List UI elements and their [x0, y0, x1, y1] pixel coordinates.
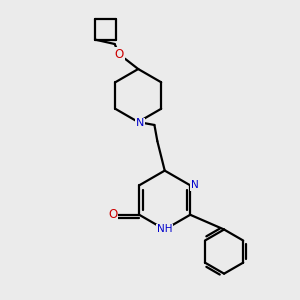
Text: O: O — [108, 208, 117, 221]
Text: NH: NH — [157, 224, 172, 235]
Text: O: O — [115, 48, 124, 61]
Text: N: N — [136, 118, 144, 128]
Text: N: N — [191, 180, 199, 190]
